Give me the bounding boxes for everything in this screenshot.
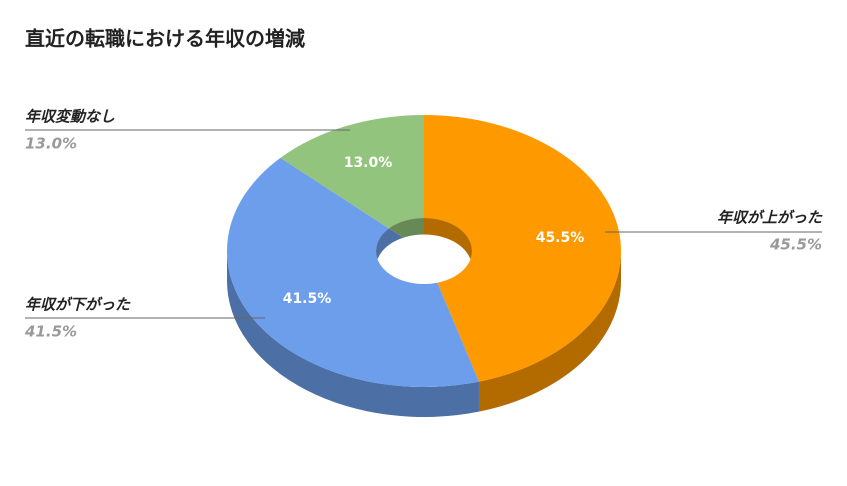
- donut-hole: [376, 218, 472, 284]
- slice: [424, 115, 621, 382]
- chart-title: 直近の転職における年収の増減: [25, 27, 305, 51]
- slice-side: [478, 251, 621, 412]
- inner-label: 13.0%: [344, 155, 393, 171]
- legend-label: 年収が上がった: [717, 209, 823, 227]
- slice: [280, 115, 424, 229]
- slice-side: [227, 251, 479, 418]
- outside-value-label: 45.5%: [769, 236, 822, 254]
- hole-opening: [376, 234, 472, 284]
- slice: [226, 157, 479, 387]
- inner-label: 45.5%: [536, 230, 585, 246]
- outside-value-label: 41.5%: [24, 323, 77, 341]
- legend-label: 年収変動なし: [25, 108, 115, 126]
- legend-label: 年収が下がった: [25, 296, 131, 314]
- inner-label: 41.5%: [283, 291, 332, 307]
- outside-value-label: 13.0%: [25, 135, 77, 153]
